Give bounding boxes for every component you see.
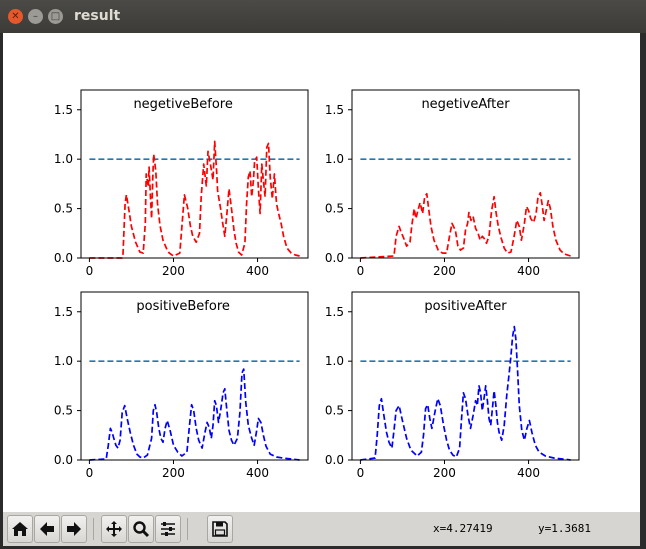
subplot-title: negetiveAfter [421, 97, 510, 112]
subplot-4: 0 200 400 0.0 0.5 1.0 1.5 positiveAfter [325, 291, 580, 480]
y-tick-label: 0.0 [325, 251, 344, 265]
series-line [89, 368, 300, 461]
y-coordinate-readout: y=1.3681 [538, 522, 591, 535]
subplot-3: 0 200 400 0.0 0.5 1.0 1.5 positiveBefore [54, 291, 309, 480]
save-button[interactable] [207, 515, 233, 543]
x-tick-label: 400 [517, 466, 540, 480]
axes-frame [80, 89, 309, 259]
y-tick-label: 1.0 [54, 152, 73, 166]
y-tick-label: 0.0 [54, 453, 73, 467]
toolbar-separator [93, 518, 94, 540]
subplot-title: positiveBefore [136, 299, 230, 314]
window-titlebar: ✕ – □ result [0, 0, 646, 33]
x-tick-label: 400 [246, 264, 269, 278]
maximize-icon[interactable]: □ [48, 9, 63, 24]
y-tick-label: 0.0 [54, 251, 73, 265]
y-tick-label: 1.5 [325, 103, 344, 117]
window-title: result [74, 8, 121, 24]
axes-frame [351, 291, 580, 461]
subplot-2: 0 200 400 0.0 0.5 1.0 1.5 negetiveAfter [325, 89, 580, 278]
y-tick-label: 0.0 [325, 453, 344, 467]
zoom-icon [133, 521, 150, 538]
save-icon [212, 521, 228, 537]
back-button[interactable] [34, 515, 60, 543]
zoom-button[interactable] [128, 515, 154, 543]
y-tick-label: 1.5 [54, 103, 73, 117]
y-tick-label: 0.5 [325, 404, 344, 418]
pan-button[interactable] [101, 515, 127, 543]
y-tick-label: 1.5 [54, 305, 73, 319]
series-line [89, 140, 300, 259]
navigation-toolbar: x=4.27419 y=1.3681 [3, 512, 640, 546]
x-coordinate-readout: x=4.27419 [433, 522, 493, 535]
close-icon[interactable]: ✕ [8, 9, 23, 24]
series-line [360, 325, 571, 461]
x-tick-label: 400 [517, 264, 540, 278]
y-tick-label: 1.5 [325, 305, 344, 319]
x-tick-label: 200 [433, 466, 456, 480]
y-tick-label: 1.0 [325, 152, 344, 166]
figure-canvas[interactable]: 0 200 400 0.0 0.5 1.0 1.5 negetiveBefore 0 200 400… [3, 33, 640, 512]
y-tick-label: 0.5 [54, 202, 73, 216]
y-tick-label: 0.5 [54, 404, 73, 418]
minimize-icon[interactable]: – [28, 9, 43, 24]
configure-icon [161, 522, 175, 536]
home-button[interactable] [7, 515, 33, 543]
x-tick-label: 200 [162, 466, 185, 480]
forward-icon [67, 522, 81, 536]
toolbar-separator [187, 518, 188, 540]
subplot-title: negetiveBefore [133, 97, 232, 112]
y-tick-label: 0.5 [325, 202, 344, 216]
forward-button[interactable] [61, 515, 87, 543]
back-icon [40, 522, 54, 536]
x-tick-label: 0 [357, 466, 365, 480]
x-tick-label: 0 [86, 264, 94, 278]
configure-subplots-button[interactable] [155, 515, 181, 543]
series-line [360, 191, 571, 259]
x-tick-label: 200 [162, 264, 185, 278]
pan-icon [106, 521, 122, 537]
x-tick-label: 400 [246, 466, 269, 480]
home-icon [12, 522, 28, 536]
x-tick-label: 200 [433, 264, 456, 278]
axes-frame [351, 89, 580, 259]
axes-frame [80, 291, 309, 461]
subplot-1: 0 200 400 0.0 0.5 1.0 1.5 negetiveBefore [54, 89, 309, 278]
x-tick-label: 0 [357, 264, 365, 278]
y-tick-label: 1.0 [54, 354, 73, 368]
subplot-title: positiveAfter [424, 299, 507, 314]
x-tick-label: 0 [86, 466, 94, 480]
y-tick-label: 1.0 [325, 354, 344, 368]
figure: 0 200 400 0.0 0.5 1.0 1.5 negetiveBefore 0 200 400… [54, 89, 580, 480]
